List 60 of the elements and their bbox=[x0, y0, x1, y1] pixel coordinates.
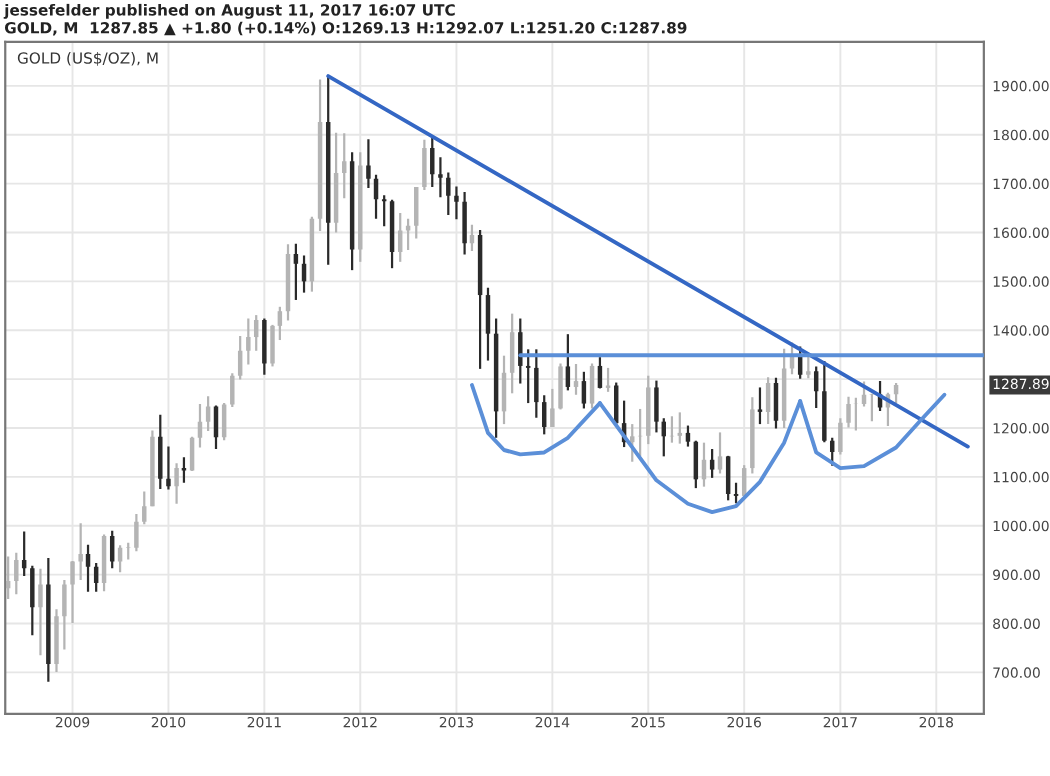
candlestick bbox=[518, 317, 523, 385]
candlestick bbox=[558, 362, 563, 411]
candlestick bbox=[134, 512, 139, 553]
candlestick bbox=[277, 305, 283, 342]
candlestick bbox=[509, 312, 515, 395]
candlestick bbox=[293, 242, 299, 302]
candlestick bbox=[550, 387, 555, 429]
candlestick bbox=[54, 608, 59, 673]
candlestick bbox=[709, 447, 715, 479]
candlestick bbox=[605, 366, 611, 393]
candlestick bbox=[430, 135, 435, 189]
candlestick bbox=[534, 348, 539, 419]
candlestick bbox=[70, 559, 75, 625]
candlestick bbox=[101, 533, 107, 593]
candlestick bbox=[237, 335, 243, 381]
candlestick bbox=[422, 138, 427, 192]
candlestick bbox=[806, 352, 811, 380]
candlestick bbox=[142, 490, 147, 526]
candlestick bbox=[485, 286, 491, 362]
candlestick bbox=[565, 333, 571, 392]
candlestick bbox=[230, 372, 235, 409]
candlestick bbox=[454, 185, 459, 221]
candlestick bbox=[158, 413, 163, 491]
candlestick bbox=[181, 456, 187, 484]
candlestick bbox=[541, 394, 547, 436]
candlestick bbox=[654, 379, 659, 434]
candlestick bbox=[757, 386, 763, 426]
candlestick bbox=[262, 317, 267, 376]
candlestick bbox=[366, 138, 371, 190]
candlestick bbox=[846, 395, 851, 429]
candlestick bbox=[677, 411, 683, 445]
candlestick bbox=[725, 454, 731, 502]
candlestick bbox=[405, 217, 411, 252]
candlestick bbox=[14, 551, 19, 596]
candlestick bbox=[685, 424, 691, 448]
candlestick bbox=[630, 422, 635, 463]
candlestick bbox=[62, 578, 67, 651]
candlestick bbox=[30, 564, 35, 637]
candlestick bbox=[414, 185, 419, 240]
candlestick bbox=[446, 171, 451, 217]
candlestick bbox=[589, 362, 595, 410]
candlestick bbox=[174, 462, 179, 505]
candlestick bbox=[438, 156, 443, 199]
candlestick bbox=[270, 323, 275, 368]
candlestick bbox=[462, 190, 467, 256]
candlestick bbox=[166, 445, 171, 491]
candlestick bbox=[597, 356, 603, 390]
candlestick bbox=[869, 392, 875, 423]
candlestick bbox=[581, 370, 587, 410]
candlestick bbox=[717, 431, 723, 475]
candlestick bbox=[342, 132, 347, 200]
candlestick bbox=[838, 417, 843, 456]
candlestick bbox=[78, 522, 83, 582]
candlestick bbox=[773, 376, 779, 430]
candlestick bbox=[765, 376, 771, 426]
candlestick bbox=[573, 362, 579, 396]
candlestick bbox=[246, 317, 251, 366]
candlestick bbox=[85, 543, 91, 593]
candlestick bbox=[189, 435, 195, 473]
candlestick bbox=[38, 567, 43, 657]
